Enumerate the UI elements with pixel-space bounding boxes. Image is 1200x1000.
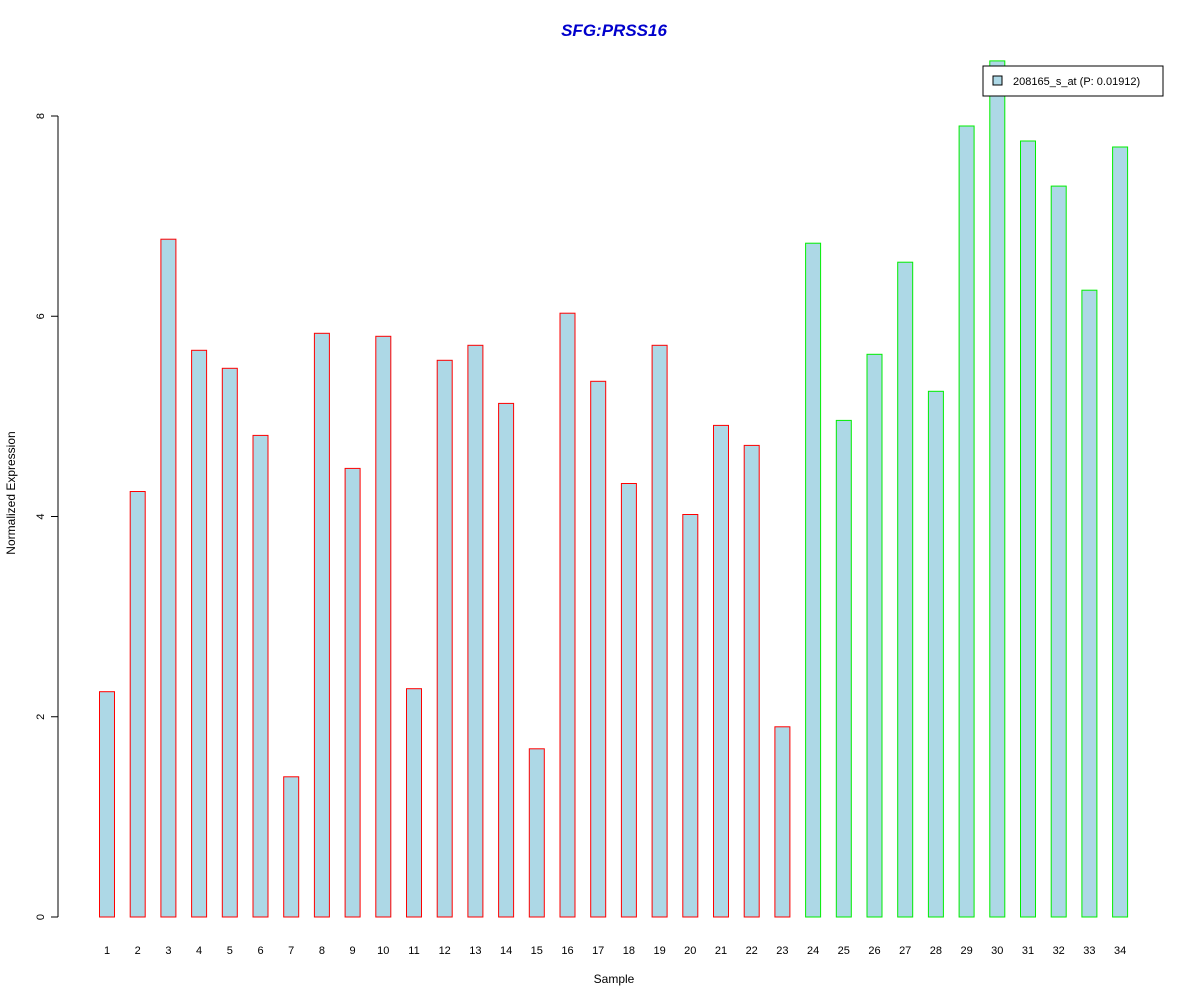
x-tick-label: 16 bbox=[561, 945, 573, 957]
legend-label: 208165_s_at (P: 0.01912) bbox=[1013, 76, 1140, 88]
bar-sample-19 bbox=[651, 344, 668, 918]
bar-sample-29 bbox=[958, 125, 975, 918]
bar-sample-11 bbox=[406, 688, 422, 918]
y-tick-label: 0 bbox=[35, 914, 47, 920]
bar-sample-34 bbox=[1112, 146, 1129, 918]
bar-sample-15 bbox=[528, 748, 545, 918]
bar-sample-16 bbox=[559, 312, 576, 918]
bar-sample-5 bbox=[221, 367, 238, 918]
x-tick-label: 18 bbox=[623, 945, 635, 957]
bar-sample-21 bbox=[713, 424, 729, 918]
bar-sample-26 bbox=[866, 353, 883, 918]
x-tick-label: 2 bbox=[135, 945, 141, 957]
bar-sample-7 bbox=[283, 776, 300, 918]
y-tick-label: 8 bbox=[35, 113, 47, 119]
bar-sample-25 bbox=[835, 419, 852, 918]
bar-sample-24 bbox=[805, 242, 822, 918]
x-tick-label: 28 bbox=[930, 945, 942, 957]
bar-sample-28 bbox=[927, 390, 944, 918]
x-tick-label: 19 bbox=[653, 945, 665, 957]
bar-sample-23 bbox=[774, 726, 791, 918]
bar-sample-6 bbox=[252, 434, 269, 918]
x-tick-label: 30 bbox=[991, 945, 1003, 957]
x-tick-label: 31 bbox=[1022, 945, 1034, 957]
bar-sample-31 bbox=[1020, 140, 1036, 918]
y-axis-label: Normalized Expression bbox=[4, 431, 18, 554]
bar-sample-22 bbox=[743, 444, 760, 918]
bar-sample-1 bbox=[99, 691, 115, 918]
bar-sample-17 bbox=[590, 380, 607, 918]
y-tick-label: 6 bbox=[35, 313, 47, 319]
bar-sample-2 bbox=[129, 491, 146, 918]
x-tick-label: 26 bbox=[868, 945, 880, 957]
bar-sample-4 bbox=[191, 349, 208, 918]
chart-title: SFG:PRSS16 bbox=[561, 21, 667, 40]
x-tick-label: 1 bbox=[104, 945, 110, 957]
x-tick-label: 27 bbox=[899, 945, 911, 957]
y-tick-label: 4 bbox=[35, 513, 47, 519]
bar-sample-20 bbox=[682, 514, 699, 918]
bar-sample-14 bbox=[498, 402, 515, 918]
y-tick-label: 2 bbox=[35, 714, 47, 720]
legend-swatch bbox=[992, 75, 1003, 86]
x-tick-label: 15 bbox=[531, 945, 543, 957]
bar-sample-33 bbox=[1081, 289, 1098, 918]
x-tick-label: 4 bbox=[196, 945, 202, 957]
bars-group bbox=[99, 60, 1129, 918]
x-tick-label: 3 bbox=[165, 945, 171, 957]
y-axis: 0 2 4 6 8 bbox=[35, 113, 59, 920]
bar-sample-8 bbox=[313, 332, 330, 918]
x-tick-label: 7 bbox=[288, 945, 294, 957]
bar-sample-10 bbox=[375, 335, 392, 918]
x-tick-label: 8 bbox=[319, 945, 325, 957]
x-tick-label: 17 bbox=[592, 945, 604, 957]
x-tick-label: 25 bbox=[838, 945, 850, 957]
bar-sample-32 bbox=[1050, 185, 1067, 918]
x-tick-label: 12 bbox=[439, 945, 451, 957]
legend-box bbox=[982, 65, 1164, 97]
x-tick-label: 33 bbox=[1083, 945, 1095, 957]
bar-sample-18 bbox=[620, 483, 637, 918]
x-tick-label: 9 bbox=[350, 945, 356, 957]
x-tick-label: 29 bbox=[960, 945, 972, 957]
bar-sample-13 bbox=[467, 344, 484, 918]
x-tick-label: 6 bbox=[257, 945, 263, 957]
x-tick-label: 34 bbox=[1114, 945, 1126, 957]
x-tick-label: 5 bbox=[227, 945, 233, 957]
x-tick-labels: 1 2 3 4 5 6 7 8 9 10 11 12 13 14 15 16 17 18 19 20 21 22 23 24 2… bbox=[104, 945, 1126, 957]
x-tick-label: 22 bbox=[746, 945, 758, 957]
x-axis-label: Sample bbox=[594, 972, 635, 986]
x-tick-label: 23 bbox=[776, 945, 788, 957]
bar-sample-12 bbox=[436, 359, 453, 918]
x-tick-label: 11 bbox=[408, 945, 419, 957]
x-tick-label: 21 bbox=[715, 945, 727, 957]
x-tick-label: 32 bbox=[1053, 945, 1065, 957]
x-tick-label: 24 bbox=[807, 945, 819, 957]
x-tick-label: 20 bbox=[684, 945, 696, 957]
bar-sample-27 bbox=[897, 261, 914, 918]
x-tick-label: 14 bbox=[500, 945, 512, 957]
x-tick-label: 10 bbox=[377, 945, 389, 957]
x-tick-label: 13 bbox=[469, 945, 481, 957]
bar-sample-3 bbox=[160, 238, 177, 918]
bar-sample-30 bbox=[989, 60, 1006, 918]
bar-sample-9 bbox=[344, 467, 361, 918]
legend: 208165_s_at (P: 0.01912) bbox=[982, 65, 1164, 97]
